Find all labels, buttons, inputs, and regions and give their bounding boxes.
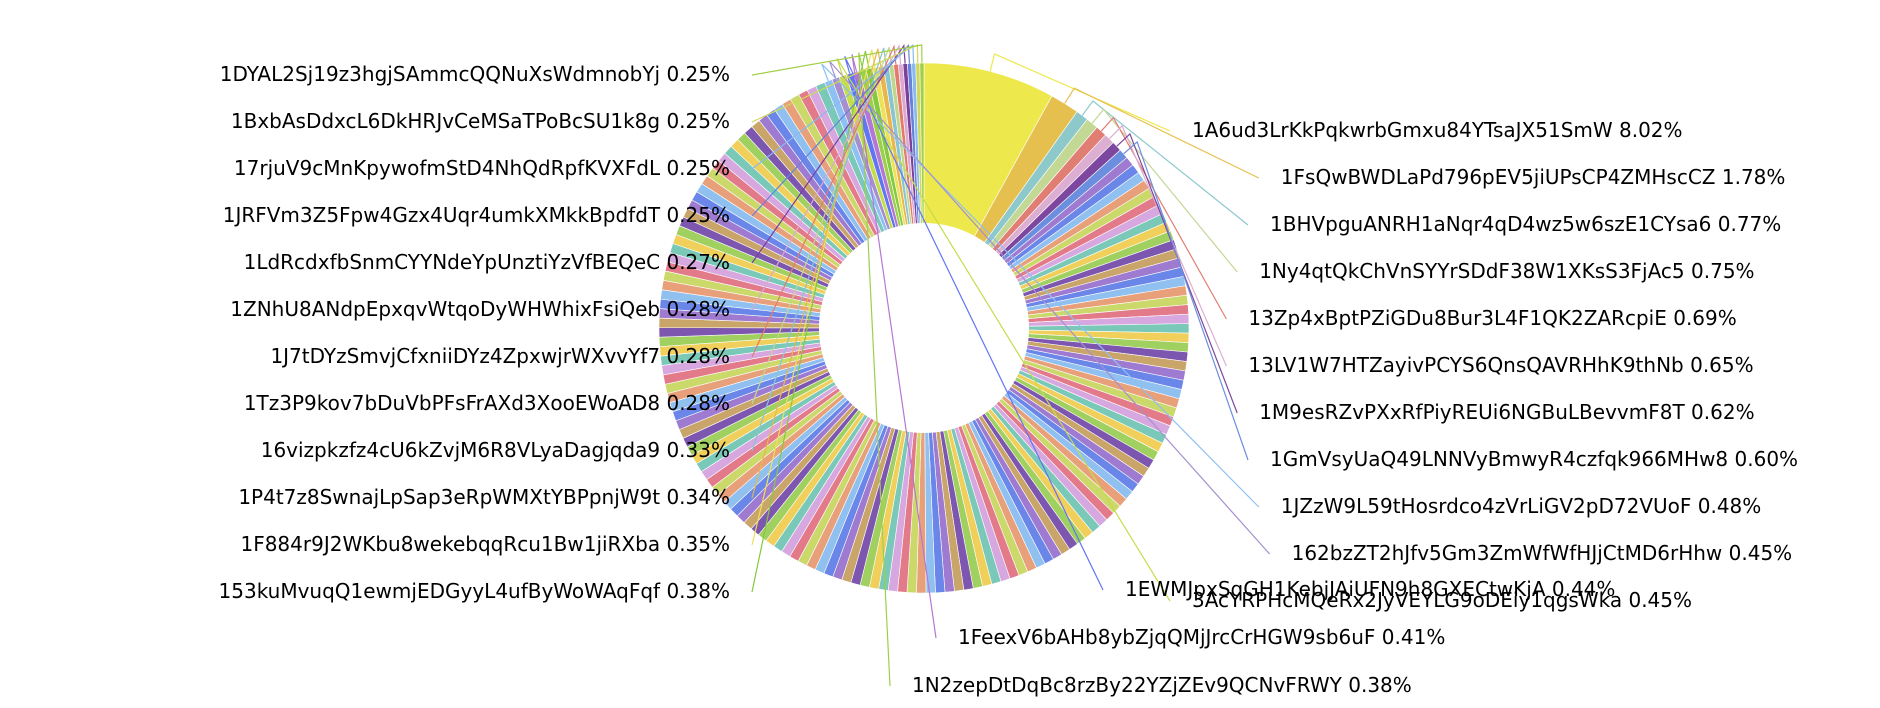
slice-label-23: 1JRFVm3Z5Fpw4Gzx4Uqr4umkXMkkBpdfdT 0.25% <box>223 203 730 227</box>
leader-line-12 <box>844 56 1104 591</box>
slice-label-16: 1F884r9J2WKbu8wekebqqRcu1Bw1jiRXba 0.35% <box>240 532 730 556</box>
leader-line-23 <box>751 43 911 217</box>
slice-label-25: 1BxbAsDdxcL6DkHRJvCeMSaTPoBcSU1k8g 0.25% <box>231 109 730 133</box>
slice-label-17: 1P4t7z8SwnajLpSap3eRpWMXtYBPpnjW9t 0.34% <box>238 485 730 509</box>
slice-label-22: 1LdRcdxfbSnmCYYNdeYpUnztiYzVfBEQeC 0.27% <box>244 250 730 274</box>
slice-label-26: 1DYAL2Sj19z3hgjSAmmcQQNuXsWdmnobYj 0.25% <box>220 62 730 86</box>
leader-line-19 <box>751 46 892 405</box>
leader-line-9 <box>821 63 1260 508</box>
leader-line-26 <box>751 44 923 76</box>
slice-label-18: 16vizpkzfz4cU6kZvjM6R8VLyaDagjqda9 0.33% <box>261 438 730 462</box>
slice-label-10: 162bzZT2hJfv5Gm3ZmWfWfHJjCtMD6rHhw 0.45% <box>1292 541 1793 565</box>
leader-line-14 <box>858 52 891 687</box>
leader-line-2 <box>1064 87 1260 179</box>
leader-line-1 <box>989 53 1171 132</box>
slice-label-12: 1EWMJpxSqGH1KebjJAiUFN9h8GXECtwKjA 0.44% <box>1125 577 1615 601</box>
slice-label-21: 1ZNhU8ANdpEpxqvWtqoDyWHWhixFsiQeb 0.28% <box>230 297 730 321</box>
slice-label-7: 1M9esRZvPXxRfPiyREUi6NGBuLBevvmF8T 0.62% <box>1259 400 1754 424</box>
leader-line-15 <box>751 51 870 593</box>
slice-label-19: 1Tz3P9kov7bDuVbPFsFrAXd3XooEWoAD8 0.28% <box>244 391 730 415</box>
leader-lines <box>751 43 1271 687</box>
leader-line-6 <box>1109 124 1227 367</box>
slice-labels: 1A6ud3LrKkPqkwrbGmxu84YTsaJX51SmW 8.02% 1… <box>219 62 1799 697</box>
slice-label-6: 13LV1W7HTZayivPCYS6QnsQAVRHhK9thNb 0.65% <box>1248 353 1753 377</box>
slice-label-13: 1FeexV6bAHb8ybZjqQMjJrcCrHGW9sb6uF 0.41% <box>958 625 1445 649</box>
leader-line-5 <box>1100 116 1227 320</box>
leader-line-3 <box>1081 100 1249 226</box>
slice-label-3: 1BHVpguANRH1aNqr4qD4wz5w6szE1CYsa6 0.77% <box>1270 212 1781 236</box>
slice-label-2: 1FsQwBWDLaPd796pEV5jiUPsCP4ZMHscCZ 1.78% <box>1281 165 1786 189</box>
leader-line-21 <box>751 44 902 311</box>
slice-label-15: 153kuMvuqQ1ewmjEDGyyL4ufByWoWAqFqf 0.38% <box>219 579 730 603</box>
slice-label-24: 17rjuV9cMnKpywofmStD4NhQdRpfKVXFdL 0.25% <box>234 156 730 180</box>
leader-line-22 <box>751 43 906 264</box>
leader-line-4 <box>1091 108 1238 273</box>
leader-line-13 <box>851 54 937 639</box>
leader-line-8 <box>1123 140 1249 461</box>
slice-label-11: 3AcYRPHcMQeRx2JyVEYLG9oDEiy1qgsWka 0.45% <box>1192 588 1692 612</box>
slice-label-9: 1JZzW9L59tHosrdco4zVrLiGV2pD72VUoF 0.48% <box>1281 494 1761 518</box>
leader-line-24 <box>751 44 915 170</box>
slice-label-20: 1J7tDYzSmvjCfxniiDYz4ZpxwjrWXvvYf7 0.28% <box>270 344 730 368</box>
slice-label-8: 1GmVsyUaQ49LNNVyBmwyR4czfqk966MHw8 0.60% <box>1270 447 1798 471</box>
leader-line-25 <box>751 44 919 123</box>
donut-hole <box>819 223 1029 433</box>
slice-label-1: 1A6ud3LrKkPqkwrbGmxu84YTsaJX51SmW 8.02% <box>1192 118 1683 142</box>
slice-label-5: 13Zp4xBptPZiGDu8Bur3L4F1QK2ZARcpiE 0.69% <box>1248 306 1736 330</box>
leader-line-11 <box>836 58 1171 602</box>
leader-line-7 <box>1116 132 1238 414</box>
slice-label-4: 1Ny4qtQkChVnSYYrSDdF38W1XKsS3FjAc5 0.75% <box>1259 259 1754 283</box>
slice-label-14: 1N2zepDtDqBc8rzBy22YZjZEv9QCNvFRWY 0.38% <box>912 673 1412 697</box>
